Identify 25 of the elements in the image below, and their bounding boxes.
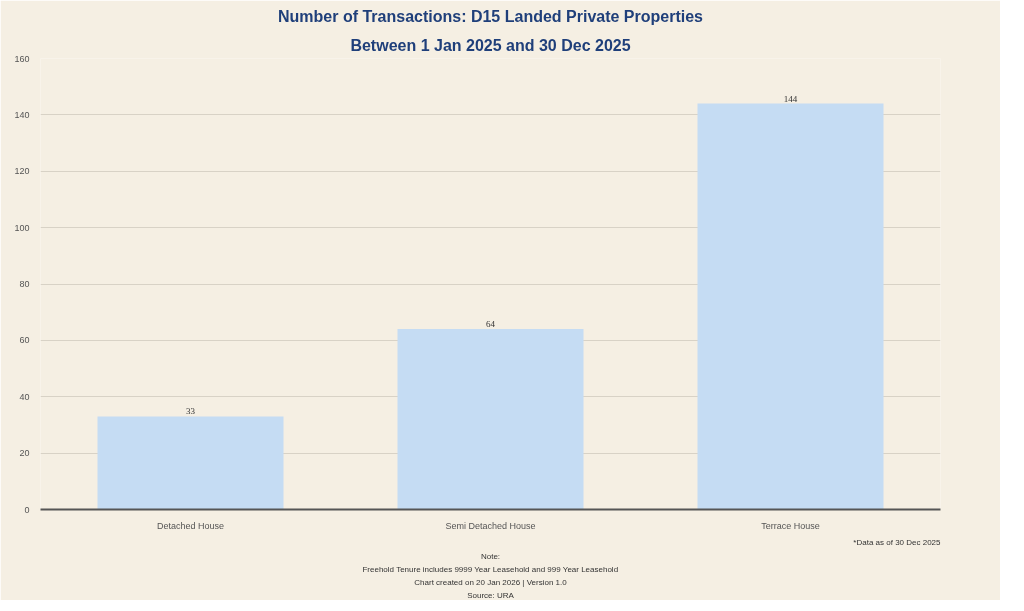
- source-note: Source: URA: [467, 590, 515, 600]
- text: *Data as of 30 Dec 2025: [853, 537, 942, 547]
- data-label: 64: [486, 319, 496, 330]
- y-tick-label: 120: [14, 166, 30, 177]
- data-label: 33: [186, 406, 196, 417]
- y-tick-label: 100: [14, 222, 30, 233]
- y-tick-label: 20: [19, 448, 30, 459]
- y-tick-label: 0: [24, 504, 30, 515]
- chart-subtitle: Between 1 Jan 2025 and 30 Dec 2025: [350, 36, 631, 54]
- y-tick-label: 160: [14, 53, 30, 64]
- x-tick-label: Detached House: [156, 520, 225, 531]
- text: Note:: [480, 551, 501, 561]
- data-label: 144: [783, 93, 798, 104]
- bar: [697, 103, 884, 510]
- y-tick-label: 40: [19, 391, 30, 402]
- y-tick-label: 60: [19, 335, 30, 346]
- y-tick-label: 80: [19, 279, 30, 289]
- chart-title: Number of Transactions: D15 Landed Private Properties: [278, 7, 704, 25]
- bar: [97, 416, 284, 510]
- text: Chart created on 20 Jan 2026 | Version 1.0: [414, 577, 568, 587]
- text: Freehold Tenure includes 9999 Year Leasehold and 999 Year Leasehold: [362, 564, 619, 574]
- bar: [397, 329, 584, 510]
- y-tick-label: 140: [14, 109, 30, 120]
- x-tick-label: Semi Detached House: [445, 520, 536, 531]
- x-tick-label: Terrace House: [761, 520, 820, 531]
